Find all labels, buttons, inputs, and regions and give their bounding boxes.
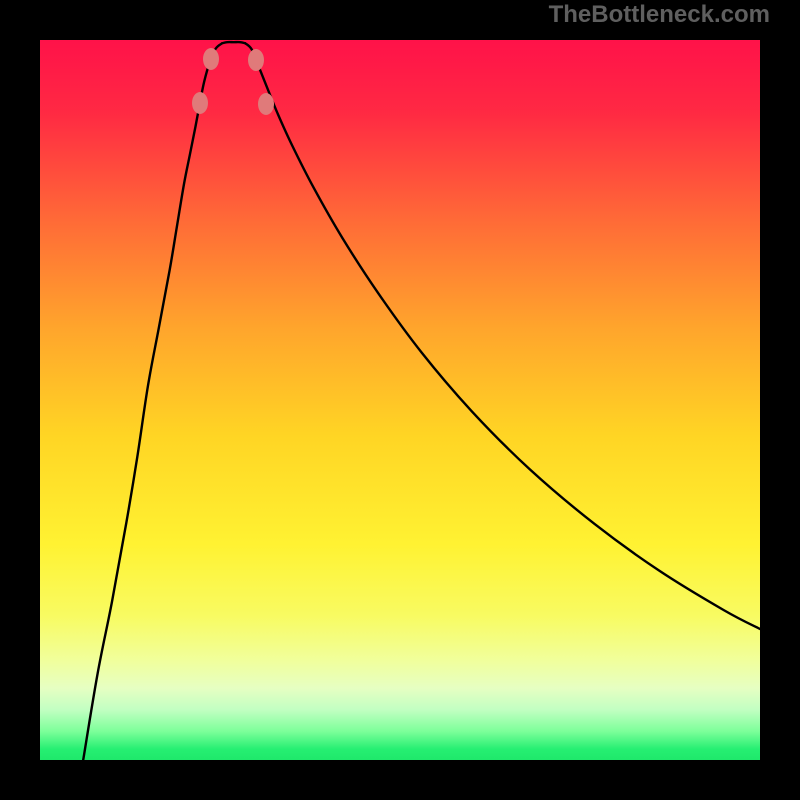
bottleneck-chart xyxy=(40,40,760,760)
watermark-text: TheBottleneck.com xyxy=(549,1,770,29)
curve-marker-0 xyxy=(192,92,208,114)
curve-bottom xyxy=(222,42,245,43)
curve-marker-3 xyxy=(258,93,274,115)
curve-left xyxy=(83,43,222,760)
curve-marker-1 xyxy=(203,48,219,70)
curve-right xyxy=(245,43,760,629)
curve-marker-2 xyxy=(248,49,264,71)
